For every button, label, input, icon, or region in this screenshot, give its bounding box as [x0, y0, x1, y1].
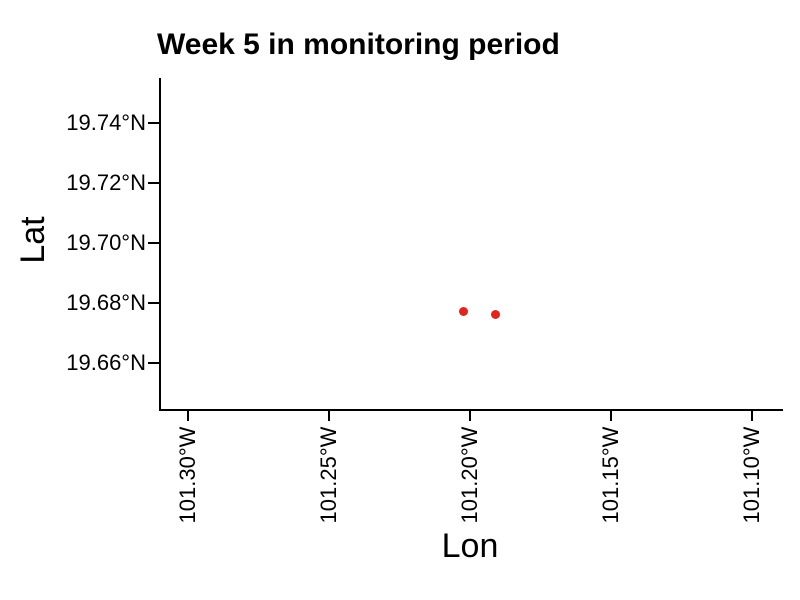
- x-axis-tick-label: 101.15°W: [597, 426, 623, 524]
- x-axis-tick: [186, 409, 190, 421]
- y-axis-line: [158, 78, 161, 411]
- y-axis-tick-label: 19.70°N: [66, 230, 146, 256]
- x-axis-tick-label: 101.20°W: [456, 426, 482, 524]
- x-axis-tick: [609, 409, 613, 421]
- x-axis-tick-label: 101.25°W: [315, 426, 341, 524]
- chart-title: Week 5 in monitoring period: [157, 28, 560, 61]
- plot-area: [161, 78, 782, 408]
- data-point: [459, 306, 469, 316]
- x-axis-title: Lon: [441, 527, 499, 565]
- x-axis-tick: [468, 409, 472, 421]
- data-point: [491, 309, 501, 319]
- y-axis-tick-label: 19.72°N: [66, 170, 146, 196]
- y-axis-tick: [148, 361, 160, 365]
- y-axis-tick-label: 19.74°N: [66, 110, 146, 135]
- x-axis-tick-label: 101.30°W: [174, 426, 200, 524]
- x-axis-tick: [327, 409, 331, 421]
- y-axis-tick: [148, 181, 160, 185]
- y-axis-tick: [148, 241, 160, 245]
- y-axis-tick: [148, 121, 160, 125]
- x-axis-tick: [750, 409, 754, 421]
- y-axis-tick: [148, 301, 160, 305]
- x-axis-tick-label: 101.10°W: [738, 426, 764, 524]
- y-axis-tick-label: 19.66°N: [66, 350, 146, 376]
- y-axis-tick-label: 19.68°N: [66, 290, 146, 316]
